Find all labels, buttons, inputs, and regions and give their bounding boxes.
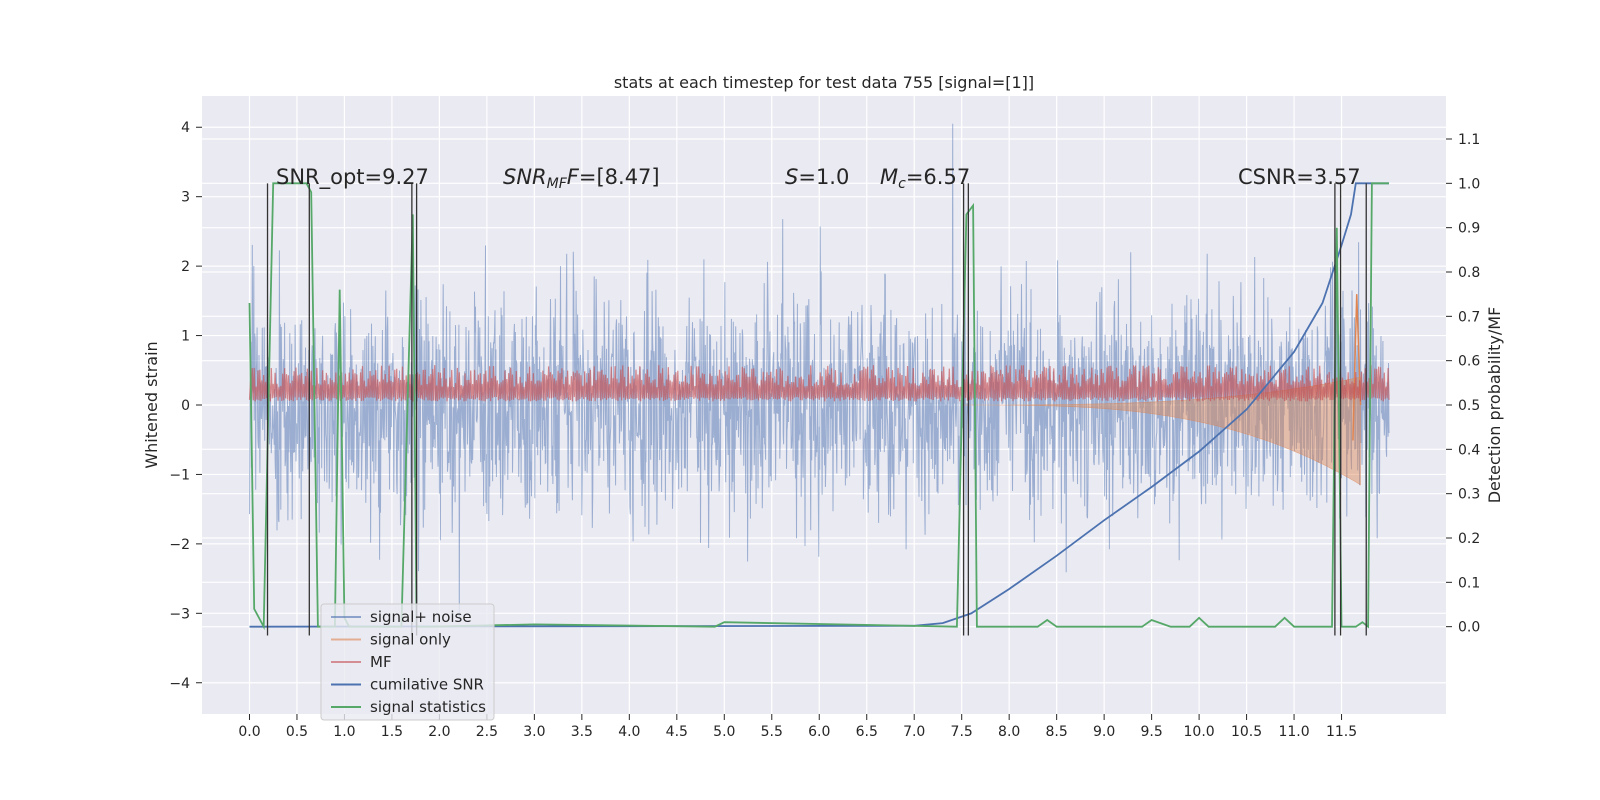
y-tick-label: 1 [181,329,190,345]
y2-tick-label: 0.0 [1458,620,1480,636]
x-tick-label: 7.5 [951,724,973,740]
y-tick-label: 4 [181,120,190,136]
chart-title: stats at each timestep for test data 755… [614,73,1034,92]
annotation-s: S=1.0 [785,165,849,189]
y-axis-ticks: 4 3 2 1 0 −1 −2 −3 −4 [169,120,202,692]
event-markers [266,183,1367,636]
x-tick-label: 0.5 [286,724,308,740]
legend-label: MF [370,653,392,671]
x-tick-label: 6.0 [808,724,830,740]
mc-sub: c [898,176,906,192]
s-symbol: S [785,165,798,189]
x-tick-label: 2.5 [476,724,498,740]
y-tick-label: −1 [169,467,190,483]
s-value: =1.0 [798,165,849,189]
x-axis-ticks: 0.0 0.5 1.0 1.5 2.0 2.5 3.0 3.5 4.0 4.5 5.0 5.5 6.0 6… [238,714,1357,740]
x-tick-label: 10.0 [1184,724,1215,740]
y2-tick-label: 0.7 [1458,309,1480,325]
mc-value: =6.57 [906,165,970,189]
annotation-mc: Mc=6.57 [880,165,970,192]
y2-tick-label: 1.1 [1458,132,1480,148]
y-tick-label: −4 [169,676,190,692]
legend-label: cumilative SNR [370,676,484,694]
series-layer [248,123,1390,631]
snr-mf-main: SNR [503,165,547,189]
y-tick-label: 3 [181,190,190,206]
mc-main: M [880,165,898,189]
x-tick-label: 8.5 [1046,724,1068,740]
x-tick-label: 3.5 [571,724,593,740]
x-tick-label: 9.5 [1140,724,1162,740]
x-tick-label: 4.0 [618,724,640,740]
legend-box [320,603,495,721]
x-tick-label: 5.0 [713,724,735,740]
annotation-snr-opt: SNR_opt=9.27 [276,165,429,190]
y2-tick-label: 0.9 [1458,221,1480,237]
snr-mf-sub: MF [547,176,568,192]
y2-axis-label: Detection probability/MF [1485,307,1504,504]
y2-tick-label: 0.2 [1458,531,1480,547]
y2-tick-label: 1.0 [1458,176,1480,192]
x-tick-label: 9.0 [1093,724,1115,740]
legend-label: signal+ noise [370,608,472,626]
snr-mf-value: =[8.47] [579,165,660,189]
x-tick-label: 4.5 [666,724,688,740]
x-tick-label: 5.5 [761,724,783,740]
x-tick-label: 7.0 [903,724,925,740]
legend-label: signal only [370,631,451,649]
annotation-csnr: CSNR=3.57 [1238,165,1361,189]
snr-mf-f: F [567,165,580,189]
y-tick-label: −3 [169,606,190,622]
y2-tick-label: 0.5 [1458,398,1480,414]
x-tick-label: 2.0 [428,724,450,740]
y2-tick-label: 0.4 [1458,442,1480,458]
y2-axis-ticks: 1.1 1.0 0.9 0.8 0.7 0.6 0.5 0.4 0.3 0.2 0.1 0.0 [1446,132,1480,636]
y2-tick-label: 0.6 [1458,354,1480,370]
legend-label: signal statistics [370,698,486,716]
x-tick-label: 11.5 [1326,724,1357,740]
x-tick-label: 11.0 [1278,724,1309,740]
y-tick-label: −2 [169,537,190,553]
y-tick-label: 0 [181,398,190,414]
x-tick-label: 3.0 [523,724,545,740]
series-mf [248,365,1390,402]
y-tick-label: 2 [181,259,190,275]
y-axis-label: Whitened strain [142,341,161,468]
x-tick-label: 10.5 [1231,724,1262,740]
legend: signal+ noise signal only MF cumilative SNR… [320,603,495,721]
x-tick-label: 6.5 [856,724,878,740]
y2-tick-label: 0.8 [1458,265,1480,281]
x-tick-label: 8.0 [998,724,1020,740]
annotation-snr-mf: SNRMFF=[8.47] [503,165,660,192]
x-tick-label: 0.0 [238,724,260,740]
x-tick-label: 1.0 [333,724,355,740]
y2-tick-label: 0.3 [1458,487,1480,503]
series-signal-only [961,376,1361,486]
x-tick-label: 1.5 [381,724,403,740]
y2-tick-label: 0.1 [1458,575,1480,591]
